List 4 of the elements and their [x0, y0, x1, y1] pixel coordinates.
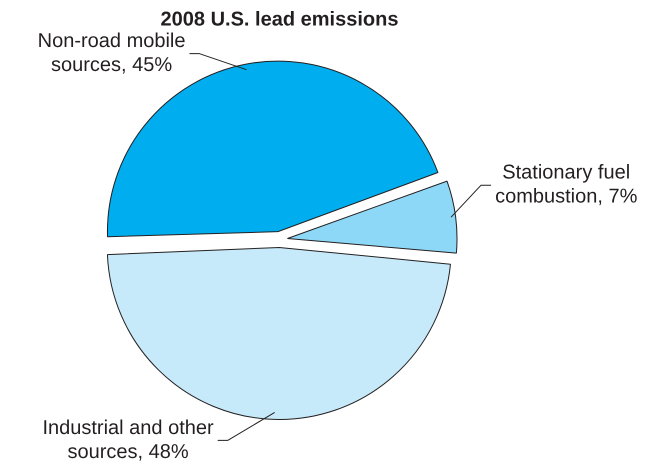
- slice-label: Industrial and other sources, 48%: [42, 416, 214, 463]
- slice-label: Stationary fuel combustion, 7%: [495, 162, 638, 208]
- chart-title: 2008 U.S. lead emissions: [160, 8, 398, 31]
- slice-label: Non-road mobile sources, 45%: [38, 30, 186, 76]
